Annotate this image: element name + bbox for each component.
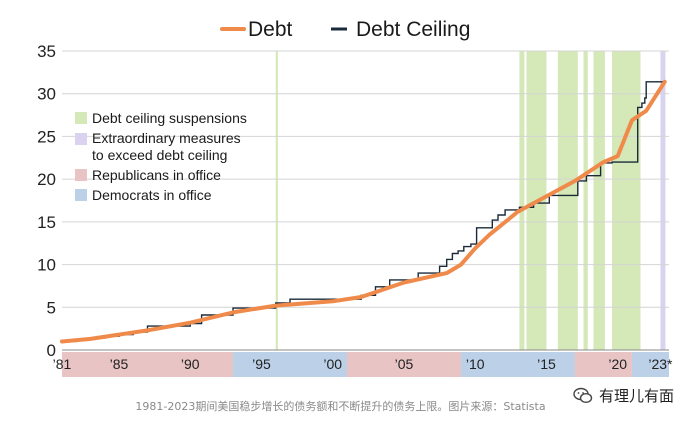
y-tick-label: 30 xyxy=(37,85,56,104)
x-tick-label: ’23* xyxy=(648,356,673,372)
series-lines xyxy=(60,79,667,344)
party-segment-republicans xyxy=(62,352,233,377)
x-tick-label: ’00 xyxy=(323,356,342,372)
watermark: 有理儿有面 xyxy=(573,385,674,406)
legend-extraordinary-label-line2: to exceed debt ceiling xyxy=(92,147,227,163)
y-tick-label: 0 xyxy=(47,341,56,360)
legend-suspension-label: Debt ceiling suspensions xyxy=(92,110,247,126)
y-tick-label: 25 xyxy=(37,127,56,146)
y-axis-ticks: 0 5 10 15 20 25 30 35 xyxy=(37,42,56,360)
party-segment-democrats xyxy=(460,352,575,377)
y-tick-label: 35 xyxy=(37,42,56,61)
band-suspension-6 xyxy=(275,51,278,350)
legend-extraordinary-swatch xyxy=(75,133,87,145)
y-tick-label: 20 xyxy=(37,170,56,189)
y-tick-label: 5 xyxy=(47,298,56,317)
band-suspension-2 xyxy=(557,51,578,350)
party-bar xyxy=(62,352,669,377)
x-tick-label: ’10 xyxy=(466,356,485,372)
x-tick-label: ’20 xyxy=(608,356,627,372)
gridlines xyxy=(62,50,669,351)
x-tick-label: ’15 xyxy=(537,356,556,372)
legend-democrats-label: Democrats in office xyxy=(92,187,212,203)
legend-suspension-swatch xyxy=(75,112,87,124)
x-axis-ticks: ’81 ’85 ’90 ’95 ’00 ’05 ’10 ’15 ’20 ’23* xyxy=(53,356,673,372)
legend-ceiling-label: Debt Ceiling xyxy=(356,18,470,41)
band-suspension-5 xyxy=(612,51,641,350)
y-tick-label: 10 xyxy=(37,256,56,275)
party-segment-republicans xyxy=(346,352,461,377)
series-debt xyxy=(60,79,667,344)
legend-debt-label: Debt xyxy=(248,18,293,41)
legend-democrats-swatch xyxy=(75,189,87,201)
legend-republicans-swatch xyxy=(75,169,87,181)
band-suspension-4 xyxy=(593,51,605,350)
wechat-icon xyxy=(573,387,593,403)
image-caption: 1981-2023期间美国稳步增长的债务额和不断提升的债务上限。图片来源：Sta… xyxy=(135,400,546,413)
top-legend: Debt Debt Ceiling xyxy=(220,18,470,41)
legend-republicans-label: Republicans in office xyxy=(92,167,221,183)
y-tick-label: 15 xyxy=(37,213,56,232)
x-tick-label: ’90 xyxy=(181,356,200,372)
x-tick-label: ’95 xyxy=(252,356,271,372)
x-tick-label: ’81 xyxy=(53,356,72,372)
x-tick-label: ’85 xyxy=(110,356,129,372)
band-suspension-3 xyxy=(583,51,588,350)
inner-legend: Debt ceiling suspensions Extraordinary m… xyxy=(75,110,247,203)
shaded-bands xyxy=(275,51,666,350)
party-segment-democrats xyxy=(631,352,669,377)
party-segment-democrats xyxy=(232,352,347,377)
x-tick-label: ’05 xyxy=(395,356,414,372)
band-suspension-0 xyxy=(519,51,525,350)
watermark-text: 有理儿有面 xyxy=(599,387,675,405)
band-extraordinary-7 xyxy=(660,51,666,350)
legend-extraordinary-label-line1: Extraordinary measures xyxy=(92,130,241,146)
party-segment-republicans xyxy=(574,352,632,377)
